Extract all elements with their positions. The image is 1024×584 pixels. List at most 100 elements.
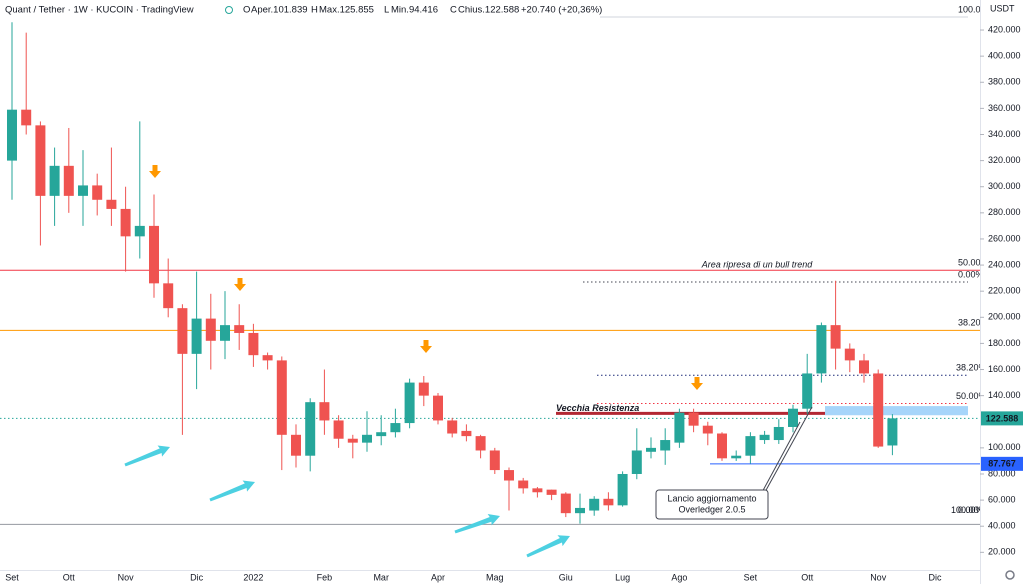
callout-line: [759, 421, 801, 497]
candle-body: [347, 438, 358, 443]
header-item: Min.94.416: [391, 5, 438, 16]
header-item: Aper.101.839: [251, 5, 308, 16]
x-tick-label: Dic: [929, 572, 942, 582]
candle-body: [475, 436, 486, 451]
header-item: H: [311, 5, 318, 16]
candle-body: [149, 225, 159, 284]
arrow-shape: [124, 445, 171, 467]
candle-body: [49, 165, 60, 196]
candle-body: [248, 332, 259, 356]
y-tick-label: 100.000: [988, 442, 1021, 452]
fib-label: 50.00%: [958, 258, 989, 268]
y-tick-label: 260.000: [988, 233, 1021, 243]
x-tick-label: Feb: [317, 572, 333, 582]
header-item: Chius.122.588: [458, 5, 519, 16]
candle-body: [404, 382, 415, 424]
annotation: Area ripresa di un bull trend: [701, 259, 814, 269]
candle-body: [688, 412, 699, 426]
callout-text: Lancio aggiornamento: [667, 493, 756, 503]
fib-label: 38.20%: [956, 363, 987, 373]
candle-body: [106, 199, 117, 209]
x-tick-label: Apr: [431, 572, 445, 582]
x-tick-label: 2022: [243, 572, 263, 582]
y-tick-label: 420.000: [988, 24, 1021, 34]
annotation: Vecchia Resistenza: [556, 403, 639, 413]
candle-body: [802, 373, 813, 409]
x-tick-label: Ott: [63, 572, 76, 582]
fib-label: 0.00%: [958, 269, 984, 279]
candle-body: [603, 498, 614, 506]
arrow-shape: [526, 535, 570, 558]
price-label-box: [981, 456, 1023, 471]
candle-body: [702, 425, 713, 434]
y-tick-label: 40.000: [988, 521, 1016, 531]
candle-body: [646, 447, 656, 452]
candle-body: [21, 109, 32, 126]
arrow-shape: [209, 480, 256, 502]
marker-arrow: [124, 445, 171, 467]
x-tick-label: Ago: [671, 572, 687, 582]
candle-body: [92, 185, 103, 200]
x-tick-label: Dic: [190, 572, 203, 582]
marker-arrow: [420, 340, 432, 353]
y-tick-label: 340.000: [988, 129, 1021, 139]
candle-body: [788, 408, 798, 427]
candle-body: [560, 493, 571, 514]
currency-label[interactable]: USDT: [990, 3, 1015, 13]
candle-body: [276, 360, 287, 435]
y-tick-label: 160.000: [988, 364, 1021, 374]
header-item: +20.740 (+20,36%): [521, 5, 602, 16]
price-label: 122.588: [986, 413, 1019, 423]
candle-body: [617, 473, 628, 506]
y-tick-label: 300.000: [988, 181, 1021, 191]
candle-body: [674, 412, 685, 443]
candle-body: [418, 382, 429, 396]
settings-icon[interactable]: [1005, 570, 1015, 580]
candle-body: [489, 450, 500, 471]
y-tick-label: 20.000: [988, 547, 1016, 557]
candle-body: [504, 470, 514, 481]
callout-line: [764, 406, 813, 493]
marker-arrow: [209, 480, 256, 502]
y-tick-label: 240.000: [988, 259, 1021, 269]
y-tick-label: 380.000: [988, 77, 1021, 87]
candle-body: [305, 402, 316, 456]
x-tick-label: Giu: [559, 572, 573, 582]
candle-body: [717, 433, 727, 459]
candle-body: [262, 355, 273, 361]
candle-body: [362, 434, 372, 443]
candle-body: [589, 498, 600, 511]
candle-body: [220, 325, 230, 341]
candle-body: [205, 318, 216, 341]
candle-body: [773, 426, 784, 441]
candle-body: [631, 450, 642, 474]
y-tick-label: 220.000: [988, 286, 1021, 296]
arrow-shape: [454, 514, 500, 534]
candle-body: [461, 430, 472, 437]
candle-body: [163, 283, 174, 309]
candle-body: [873, 373, 884, 447]
header-item: L: [384, 5, 389, 16]
candle-body: [177, 308, 188, 354]
header-item: Max.125.855: [319, 5, 374, 16]
y-tick-label: 80.000: [988, 468, 1016, 478]
candle-body: [291, 434, 301, 456]
x-tick-label: Mar: [373, 572, 389, 582]
marker-arrow: [234, 278, 246, 291]
candle-body: [7, 109, 17, 161]
y-tick-label: 400.000: [988, 51, 1021, 61]
y-tick-label: 180.000: [988, 338, 1021, 348]
status-icon: [225, 6, 233, 14]
candle-body: [191, 318, 202, 354]
marker-arrow: [454, 514, 500, 534]
callout-text: Overledger 2.0.5: [678, 504, 745, 514]
candle-body: [745, 436, 756, 456]
candle-body: [319, 402, 330, 421]
fib-label: 100.00%: [958, 4, 994, 14]
y-tick-label: 280.000: [988, 207, 1021, 217]
candle-body: [759, 434, 770, 441]
x-tick-label: Set: [5, 572, 19, 582]
candle-body: [887, 418, 898, 446]
x-tick-label: Mag: [486, 572, 504, 582]
